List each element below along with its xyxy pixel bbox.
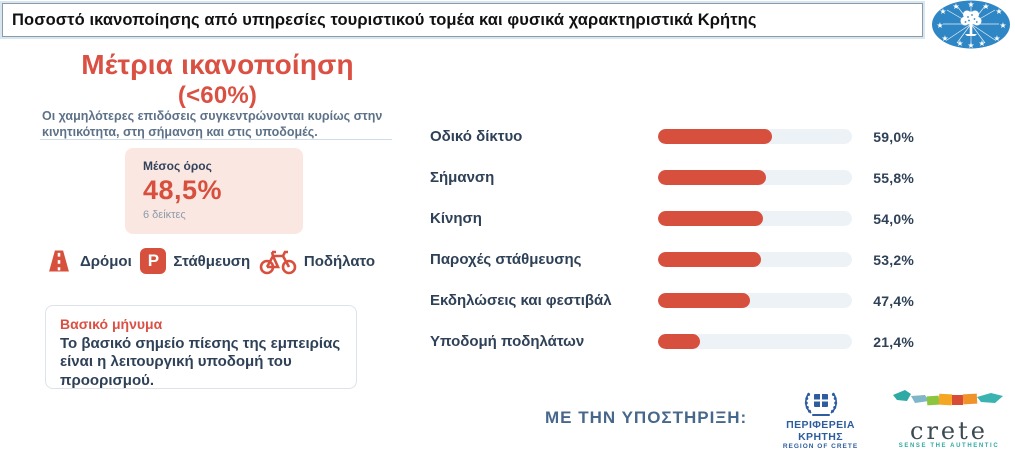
bar-category: Υποδομή ποδηλάτων xyxy=(430,333,585,350)
bar-category: Παροχές στάθμευσης xyxy=(430,251,582,268)
bar-category: Εκδηλώσεις και φεστιβάλ xyxy=(430,292,612,309)
bar-value: 59,0% xyxy=(873,128,914,145)
bicycle-icon xyxy=(259,250,297,274)
bar-fill xyxy=(658,293,750,308)
headline-text: Μέτρια ικανοποίηση xyxy=(81,49,354,80)
page-title-bar: Ποσοστό ικανοποίησης από υπηρεσίες τουρι… xyxy=(2,3,923,37)
bar-fill xyxy=(658,334,700,349)
key-message-title: Βασικό μήνυμα xyxy=(60,316,163,332)
bar-row: Παροχές στάθμευσης 53,2% xyxy=(430,239,914,280)
section-headline: Μέτρια ικανοποίηση (<60%) xyxy=(40,49,395,109)
svg-text:★: ★ xyxy=(956,39,963,48)
theme-icons-row: Δρόμοι P Στάθμευση Ποδήλατο xyxy=(45,243,375,279)
bar-category: Κίνηση xyxy=(430,210,482,227)
crete-logo-name: crete xyxy=(910,417,988,445)
svg-text:★: ★ xyxy=(999,21,1006,30)
region-crete-emblem-icon xyxy=(804,392,837,416)
bar-track xyxy=(658,129,852,144)
theme-label: Στάθμευση xyxy=(173,252,251,270)
bar-category: Οδικό δίκτυο xyxy=(430,128,523,145)
theme-bicycle: Ποδήλατο xyxy=(259,248,375,275)
bar-row: Σήμανση 55,8% xyxy=(430,157,914,198)
crete-logo-tagline: SENSE THE AUTHENTIC xyxy=(898,443,1000,449)
svg-text:★: ★ xyxy=(941,34,948,43)
theme-parking: P Στάθμευση xyxy=(140,248,250,274)
key-message-card: Βασικό μήνυμα Το βασικό σημείο πίεσης τη… xyxy=(45,305,357,389)
bar-value: 47,4% xyxy=(873,292,914,309)
crete-brand-logo: crete SENSE THE AUTHENTIC xyxy=(888,387,1010,449)
region-of-crete-logo: ΠΕΡΙΦΕΡΕΙΑ ΚΡΗΤΗΣ REGION OF CRETE xyxy=(763,388,878,450)
bar-fill xyxy=(658,211,763,226)
crete-island-icon xyxy=(893,390,1003,406)
section-description: Οι χαμηλότερες επιδόσεις συγκεντρώνονται… xyxy=(42,109,383,139)
divider-line xyxy=(40,139,392,140)
svg-text:★: ★ xyxy=(967,0,974,9)
average-label: Μέσος όρος xyxy=(143,159,212,173)
theme-roads: Δρόμοι xyxy=(45,247,132,275)
svg-text:★: ★ xyxy=(978,39,985,48)
bar-value: 54,0% xyxy=(873,210,914,227)
svg-text:★: ★ xyxy=(967,41,974,49)
bar-fill xyxy=(658,170,767,185)
bar-value: 21,4% xyxy=(873,333,914,350)
bar-track xyxy=(658,211,852,226)
bar-row: Κίνηση 54,0% xyxy=(430,198,914,239)
svg-text:★: ★ xyxy=(939,7,946,16)
region-logo-subname: REGION OF CRETE xyxy=(782,443,859,450)
bar-row: Οδικό δίκτυο 59,0% xyxy=(430,116,914,157)
parking-icon: P xyxy=(140,248,167,274)
svg-text:★: ★ xyxy=(993,34,1000,43)
satisfaction-bar-chart: Οδικό δίκτυο 59,0% Σήμανση 55,8% Κίνηση … xyxy=(430,116,914,362)
headline-threshold: (<60%) xyxy=(177,81,258,109)
key-message-body: Το βασικό σημείο πίεσης της εμπειρίας εί… xyxy=(60,335,341,389)
bar-row: Εκδηλώσεις και φεστιβάλ 47,4% xyxy=(430,280,914,321)
svg-text:★: ★ xyxy=(995,7,1002,16)
svg-text:★: ★ xyxy=(936,21,943,30)
page-title: Ποσοστό ικανοποίησης από υπηρεσίες τουρι… xyxy=(12,10,757,29)
bar-track xyxy=(658,252,852,267)
theme-label: Δρόμοι xyxy=(80,252,132,270)
theme-label: Ποδήλατο xyxy=(303,252,375,270)
bar-fill xyxy=(658,129,773,144)
bar-track xyxy=(658,334,852,349)
bar-category: Σήμανση xyxy=(430,169,495,186)
bar-value: 53,2% xyxy=(873,251,914,268)
bar-track xyxy=(658,170,852,185)
tree-stars-logo-icon: ★ ★ ★ ★ ★ ★ ★ ★ ★ ★ ★ ★ xyxy=(932,0,1010,49)
svg-text:★: ★ xyxy=(952,2,959,11)
region-logo-name: ΠΕΡΙΦΕΡΕΙΑ ΚΡΗΤΗΣ xyxy=(786,419,855,443)
bar-value: 55,8% xyxy=(873,169,914,186)
support-label: ΜΕ ΤΗΝ ΥΠΟΣΤΗΡΙΞΗ: xyxy=(545,408,748,427)
average-score-card: Μέσος όρος 48,5% 6 δείκτες xyxy=(125,148,303,234)
bar-track xyxy=(658,293,852,308)
average-value: 48,5% xyxy=(143,175,223,205)
average-note: 6 δείκτες xyxy=(143,209,186,221)
bar-row: Υποδομή ποδηλάτων 21,4% xyxy=(430,321,914,362)
bar-fill xyxy=(658,252,762,267)
svg-text:★: ★ xyxy=(982,2,989,11)
road-icon xyxy=(49,250,69,272)
